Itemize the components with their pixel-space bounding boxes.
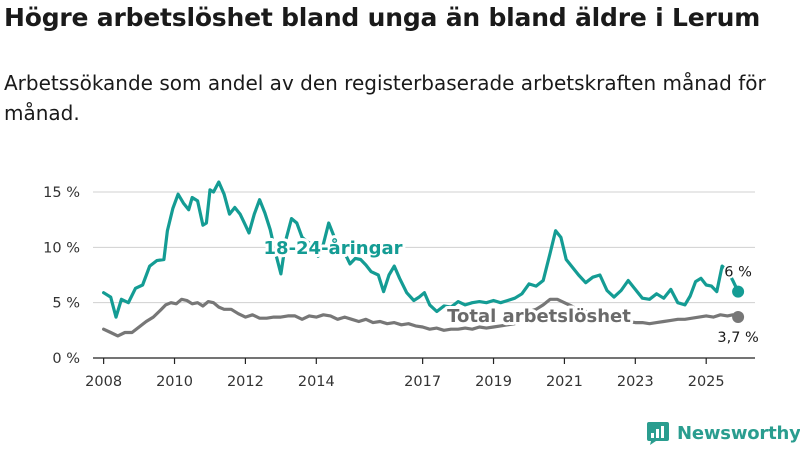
- x-tick-label: 2025: [688, 374, 725, 390]
- series-label-young: 18-24-åringar: [264, 237, 403, 259]
- y-tick-label: 0 %: [52, 351, 80, 367]
- end-point-total: [732, 311, 745, 324]
- x-tick-label: 2008: [85, 374, 122, 390]
- chart-subtitle: Arbetssökande som andel av den registerb…: [4, 71, 766, 125]
- bar-chart-logo-icon: [647, 422, 669, 445]
- series-labels: 6 % 3,7 % 18-24-åringar Total arbetslöshet: [261, 234, 761, 348]
- brand-name: Newsworthy: [677, 422, 800, 444]
- y-tick-label: 5 %: [52, 296, 80, 312]
- axes: 0 % 5 % 10 % 15 % 2008 2010 2012 2014 2017 2019 20…: [43, 185, 755, 390]
- brand-logo: Newsworthy: [645, 420, 800, 446]
- series-lines: [102, 180, 740, 338]
- gridlines: [93, 191, 755, 304]
- x-tick-label: 2014: [298, 374, 335, 390]
- end-label-total: 3,7 %: [717, 330, 758, 346]
- y-tick-label: 15 %: [43, 185, 80, 201]
- series-line-young: [102, 180, 740, 319]
- x-tick-label: 2012: [227, 374, 264, 390]
- x-tick-label: 2019: [475, 374, 512, 390]
- series-label-total: Total arbetslöshet: [447, 306, 631, 327]
- x-tick-label: 2021: [546, 374, 583, 390]
- end-label-young: 6 %: [724, 265, 752, 281]
- series-line-total: [102, 297, 740, 338]
- y-tick-label: 10 %: [43, 240, 80, 256]
- page-title: Högre arbetslöshet bland unga än bland ä…: [4, 3, 761, 32]
- x-tick-label: 2017: [404, 374, 441, 390]
- x-tick-label: 2010: [156, 374, 193, 390]
- x-tick-label: 2023: [617, 374, 654, 390]
- end-point-young: [732, 285, 745, 298]
